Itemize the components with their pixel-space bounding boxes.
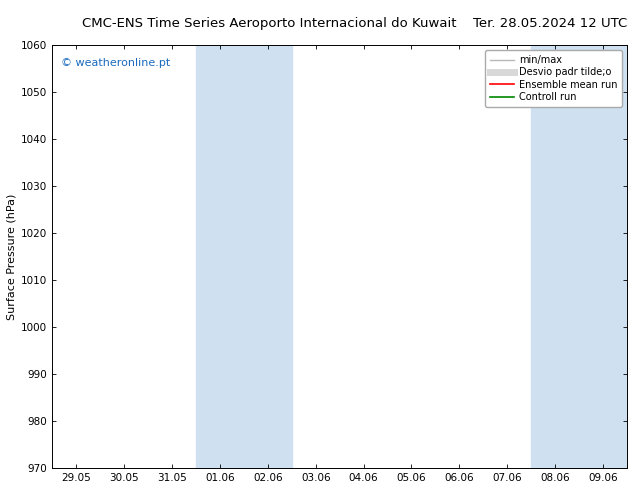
Bar bbox=[196, 45, 292, 468]
Y-axis label: Surface Pressure (hPa): Surface Pressure (hPa) bbox=[7, 194, 17, 320]
Text: Ter. 28.05.2024 12 UTC: Ter. 28.05.2024 12 UTC bbox=[474, 17, 628, 30]
Bar bbox=[531, 45, 627, 468]
Legend: min/max, Desvio padr tilde;o, Ensemble mean run, Controll run: min/max, Desvio padr tilde;o, Ensemble m… bbox=[485, 50, 622, 107]
Text: © weatheronline.pt: © weatheronline.pt bbox=[61, 58, 170, 68]
Text: CMC-ENS Time Series Aeroporto Internacional do Kuwait: CMC-ENS Time Series Aeroporto Internacio… bbox=[82, 17, 457, 30]
